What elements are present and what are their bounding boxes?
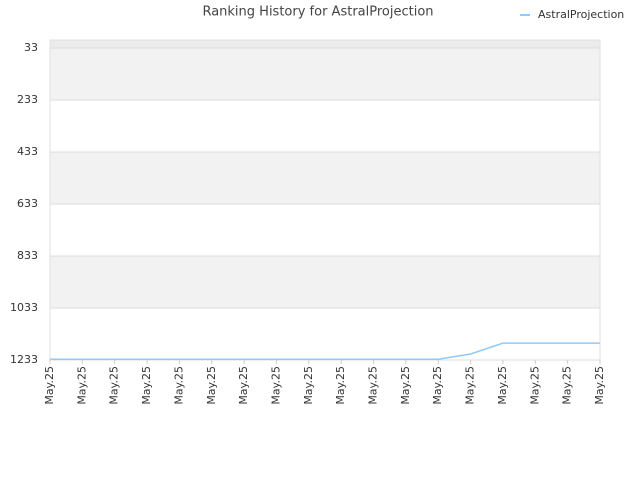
x-tick-label: May.25: [237, 366, 250, 405]
x-tick-label: May.25: [75, 366, 88, 405]
y-tick-label: 233: [17, 93, 38, 106]
plot-band: [50, 100, 600, 153]
x-tick-label: May.25: [172, 366, 185, 405]
y-tick-label: 33: [24, 41, 38, 54]
x-tick-label: May.25: [302, 366, 315, 405]
x-tick-label: May.25: [367, 366, 380, 405]
x-tick-label: May.25: [431, 366, 444, 405]
plot-band: [50, 308, 600, 360]
y-tick-label: 1233: [10, 353, 38, 366]
x-tick-label: May.25: [43, 366, 56, 405]
plot-band: [50, 40, 600, 49]
plot-band: [50, 48, 600, 101]
x-tick-label: May.25: [205, 366, 218, 405]
x-tick-label: May.25: [496, 366, 509, 405]
y-tick-label: 1033: [10, 301, 38, 314]
legend-label: AstralProjection: [538, 8, 624, 21]
x-tick-label: May.25: [399, 366, 412, 405]
plot-band: [50, 152, 600, 205]
line: [50, 342, 600, 360]
x-tick-label: May.25: [561, 366, 574, 405]
plot-band: [50, 204, 600, 257]
chart-title: Ranking History for AstralProjection: [202, 5, 433, 20]
x-tick-label: May.25: [464, 366, 477, 405]
y-tick-label: 633: [17, 197, 38, 210]
y-tick-label: 433: [17, 145, 38, 158]
x-tick-label: May.25: [108, 366, 121, 405]
y-tick-label: 833: [17, 249, 38, 262]
x-tick-label: May.25: [528, 366, 541, 405]
x-tick-label: May.25: [593, 366, 606, 405]
x-tick-label: May.25: [140, 366, 153, 405]
plot-band: [50, 256, 600, 309]
x-tick-label: May.25: [334, 366, 347, 405]
x-tick-label: May.25: [269, 366, 282, 405]
